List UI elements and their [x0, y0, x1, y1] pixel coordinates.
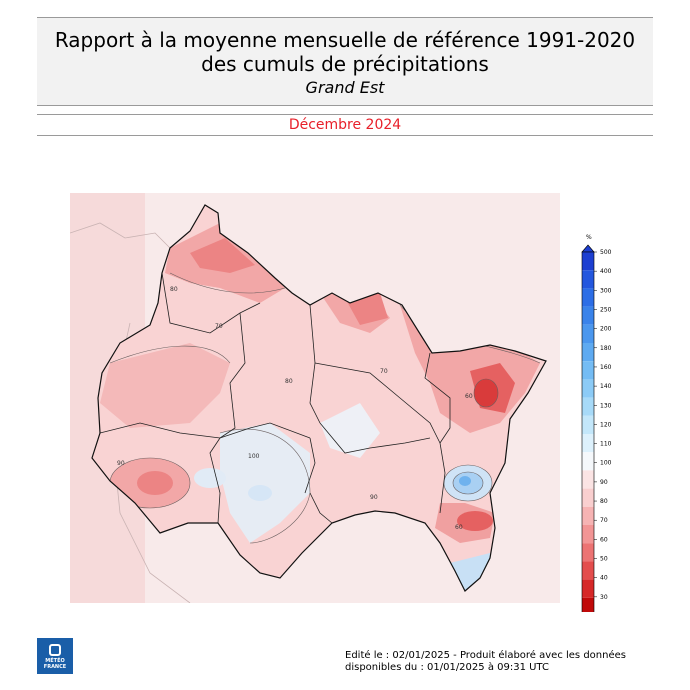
contour-label: 60 [455, 524, 463, 531]
legend-label: 400 [600, 268, 612, 275]
precipitation-map: 80 70 70 60 90 100 60 90 80 [70, 193, 560, 603]
month-label: Décembre 2024 [288, 117, 402, 133]
legend-bin [582, 324, 594, 343]
contour-line [169, 272, 286, 294]
department-border [309, 304, 321, 424]
legend-label: 110 [600, 441, 612, 448]
legend-unit: % [586, 234, 592, 241]
legend-label: 250 [600, 306, 612, 313]
department-border [304, 437, 316, 494]
zone-100 [194, 468, 226, 488]
legend-label: 160 [600, 364, 612, 371]
legend-bin [582, 415, 594, 434]
department-border [314, 362, 441, 444]
legend-label: 180 [600, 345, 612, 352]
legend-label: 50 [600, 556, 608, 563]
color-legend: % 500 400 300 250 200 180 160 140 130 120 110 100 90… [581, 234, 612, 612]
contour-label: 60 [465, 393, 473, 400]
contour-line [109, 345, 231, 364]
department-border [319, 422, 431, 454]
legend-bin [582, 306, 594, 325]
legend-label: 80 [600, 498, 608, 505]
department-border [219, 312, 246, 439]
footer-note: Edité le : 02/01/2025 - Produit élaboré … [345, 650, 626, 674]
contour-line [452, 471, 484, 495]
legend-bin [582, 379, 594, 398]
legend-bin [582, 525, 594, 544]
logo-text-1: MÉTÉO [45, 658, 65, 664]
department-border [209, 437, 221, 524]
neighbour-border [70, 222, 171, 249]
legend-bin [582, 597, 594, 612]
legend-bin [582, 561, 594, 580]
legend-label: 40 [600, 575, 608, 582]
legend-bin [582, 543, 594, 562]
legend-bin [582, 579, 594, 598]
legend-bin [582, 252, 594, 271]
legend-bin [582, 452, 594, 471]
legend-label: 120 [600, 421, 612, 428]
zone-110 [248, 485, 272, 501]
contour-label: 80 [170, 286, 178, 293]
zone-60 [137, 471, 173, 495]
legend-label: 200 [600, 326, 612, 333]
legend-label: 70 [600, 517, 608, 524]
contour-label: 70 [215, 323, 223, 330]
zone-60 [457, 511, 493, 531]
page-title: Rapport à la moyenne mensuelle de référe… [54, 28, 636, 76]
legend-bin [582, 470, 594, 489]
footer-line-2: disponibles du : 01/01/2025 à 09:31 UTC [345, 662, 549, 673]
contour-label: 100 [248, 453, 260, 460]
zone-100 [220, 423, 310, 543]
legend-label: 60 [600, 536, 608, 543]
zone-100 [320, 403, 380, 458]
zone-60 [190, 238, 255, 273]
legend-arrow-top [581, 244, 595, 253]
legend-bin [582, 270, 594, 289]
contour-label: 80 [285, 378, 293, 385]
contour-line [219, 428, 311, 544]
month-panel: Décembre 2024 [37, 114, 653, 136]
legend-label: 500 [600, 249, 612, 256]
title-panel: Rapport à la moyenne mensuelle de référe… [37, 17, 653, 106]
legend-bin [582, 397, 594, 416]
legend-label: 130 [600, 402, 612, 409]
legend-bin [582, 506, 594, 525]
legend-label: 100 [600, 460, 612, 467]
zone-110 [459, 476, 471, 486]
logo-emblem [49, 644, 61, 656]
contour-label: 90 [370, 494, 378, 501]
legend-frame [581, 251, 595, 612]
legend-label: 90 [600, 479, 608, 486]
legend-label: 140 [600, 383, 612, 390]
department-border [424, 352, 451, 514]
meteo-france-logo: MÉTÉO FRANCE [37, 638, 73, 674]
footer-line-1: Edité le : 02/01/2025 - Produit élaboré … [345, 650, 626, 661]
contour-line [473, 378, 499, 408]
department-border [161, 272, 261, 334]
legend-bin [582, 488, 594, 507]
legend-label: 30 [600, 594, 608, 601]
zone-40 [474, 379, 498, 407]
legend-bin [582, 361, 594, 380]
legend-bin [582, 288, 594, 307]
contour-label: 70 [380, 368, 388, 375]
contour-label: 90 [117, 460, 125, 467]
legend-bin [582, 343, 594, 362]
zone-70 [100, 343, 230, 428]
region-subtitle: Grand Est [305, 78, 385, 97]
legend-bin [582, 434, 594, 453]
logo-text-2: FRANCE [43, 664, 67, 670]
department-border [309, 492, 333, 524]
region-outline [91, 204, 547, 592]
legend-label: 300 [600, 287, 612, 294]
